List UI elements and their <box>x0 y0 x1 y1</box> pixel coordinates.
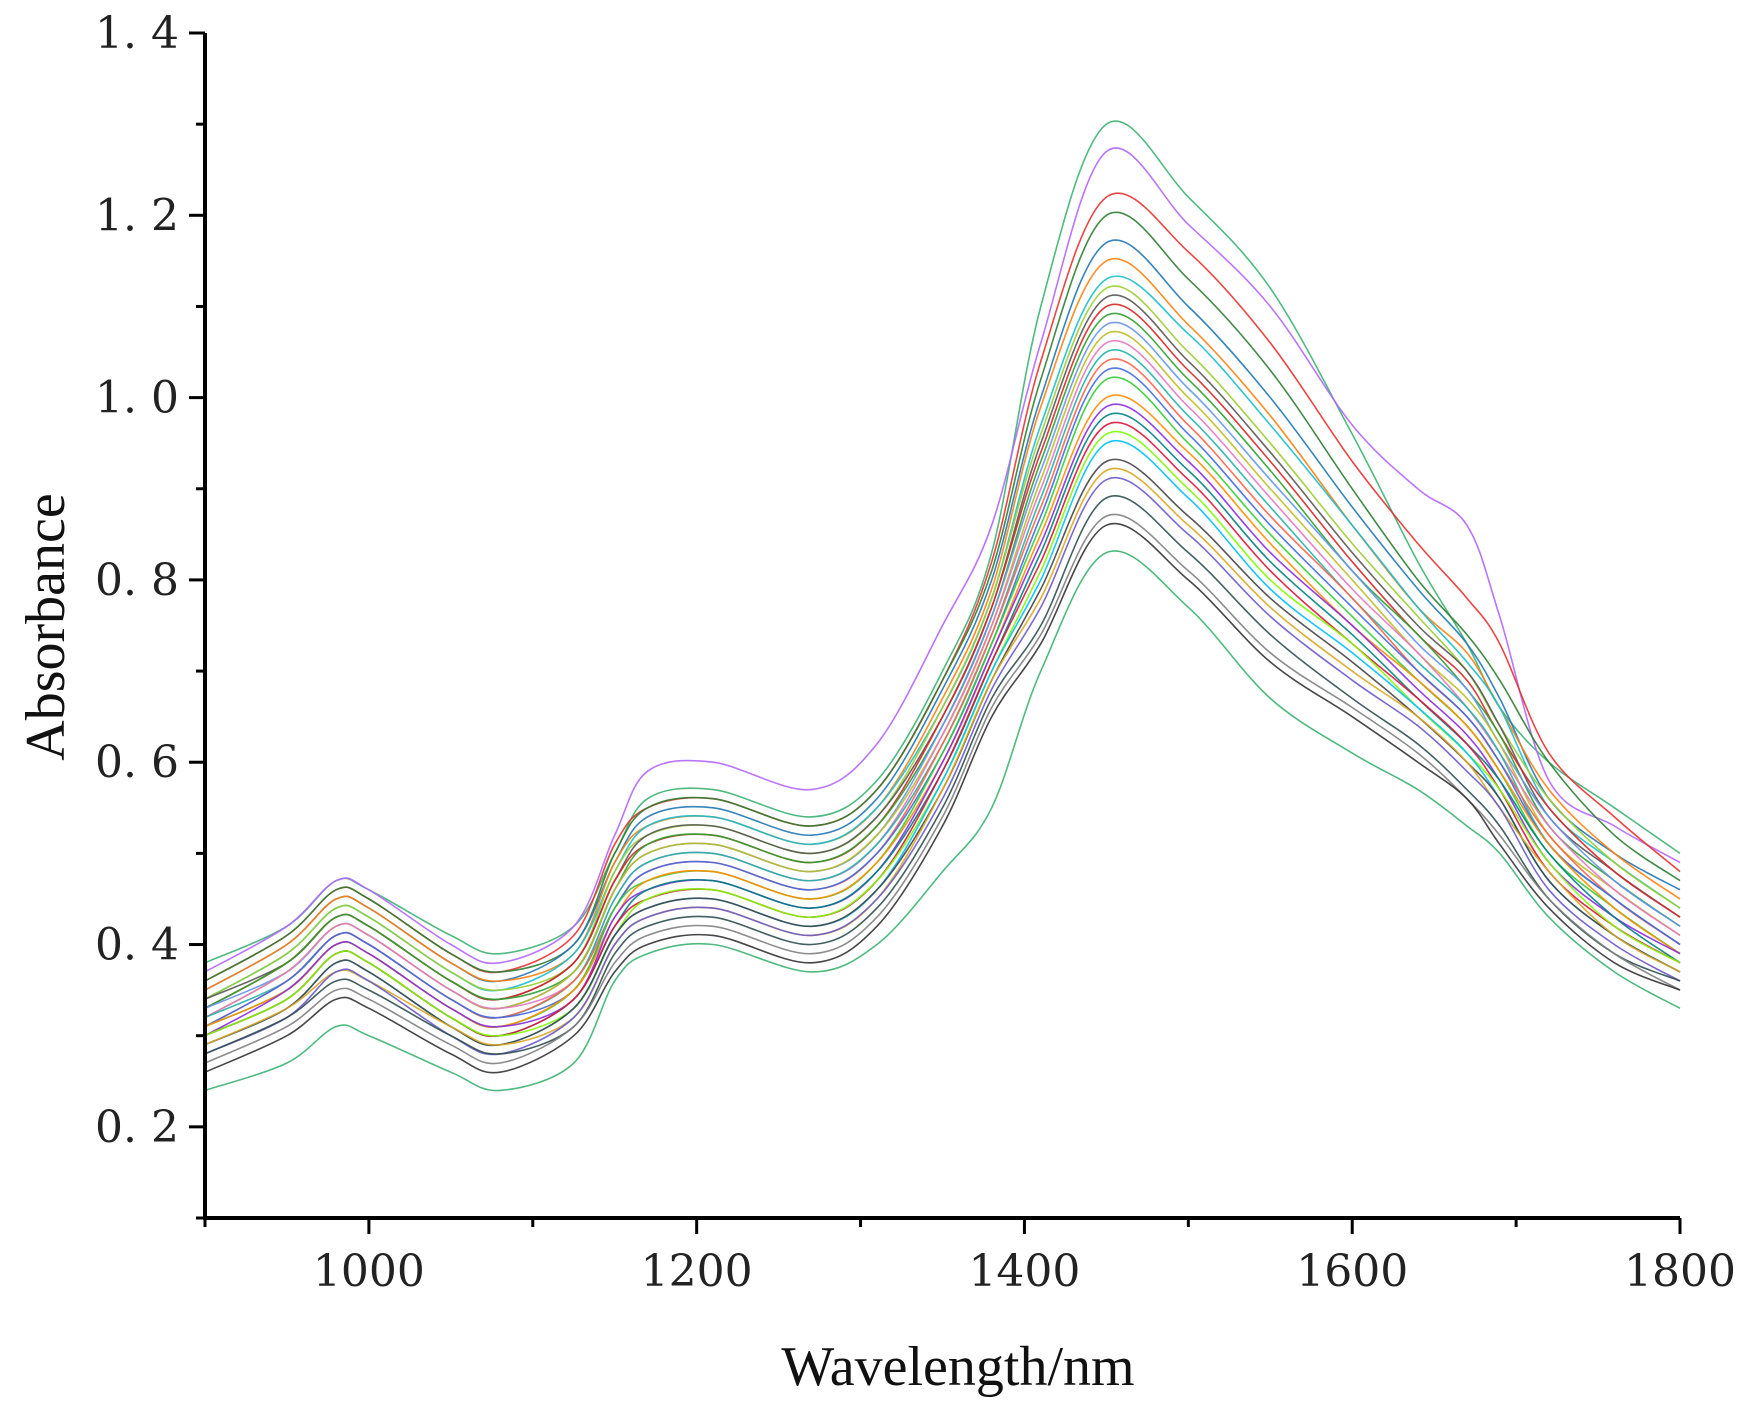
y-tick-label: 0. 6 <box>95 737 179 788</box>
spectrum-line-10 <box>204 303 1681 1010</box>
x-tick-label: 1400 <box>968 1246 1080 1297</box>
axes: 0. 2 0. 4 0. 6 0. 8 1. 0 1. 2 1. 4 1000 1200 140… <box>95 8 1736 1297</box>
spectrum-line-26 <box>204 467 1681 1046</box>
spectrum-line-14 <box>204 339 1681 1019</box>
spectrum-line-4 <box>204 211 1681 982</box>
y-tick-label: 1. 0 <box>95 373 179 424</box>
spectrum-line-30 <box>204 522 1681 1074</box>
y-tick-label: 0. 8 <box>95 555 179 606</box>
spectrum-line-1 <box>204 120 1681 964</box>
spectrum-line-15 <box>204 349 1681 1019</box>
x-ticks: 1000 1200 1400 1600 1800 <box>203 1218 1736 1297</box>
spectrum-line-3 <box>204 192 1681 982</box>
x-tick-label: 1200 <box>641 1246 753 1297</box>
spectrum-line-2 <box>204 147 1681 973</box>
spectrum-line-13 <box>204 330 1681 1019</box>
spectrum-line-19 <box>204 394 1681 1028</box>
x-axis-title: Wavelength/nm <box>781 1336 1134 1398</box>
spectrum-line-9 <box>204 294 1681 1001</box>
spectrum-line-20 <box>204 403 1681 1037</box>
spectrum-line-5 <box>204 239 1681 991</box>
spectrum-line-27 <box>204 476 1681 1056</box>
x-tick-label: 1800 <box>1624 1246 1736 1297</box>
y-tick-label: 1. 2 <box>95 190 179 241</box>
x-tick-label: 1600 <box>1296 1246 1408 1297</box>
y-tick-label: 1. 4 <box>95 8 179 59</box>
spectrum-line-16 <box>204 358 1681 1028</box>
spectrum-line-28 <box>204 495 1681 1055</box>
y-tick-label: 0. 2 <box>95 1102 179 1153</box>
x-tick-label: 1000 <box>313 1246 425 1297</box>
plot-area <box>204 120 1681 1092</box>
y-tick-label: 0. 4 <box>95 920 179 971</box>
spectrum-line-12 <box>204 321 1681 1010</box>
spectrum-line-31 <box>204 550 1681 1092</box>
y-ticks: 0. 2 0. 4 0. 6 0. 8 1. 0 1. 2 1. 4 <box>95 8 205 1220</box>
y-axis-title: Absorbance <box>15 493 77 760</box>
spectrum-line-6 <box>204 257 1681 991</box>
spectrum-line-8 <box>204 285 1681 1000</box>
spectrum-line-7 <box>204 275 1681 1000</box>
